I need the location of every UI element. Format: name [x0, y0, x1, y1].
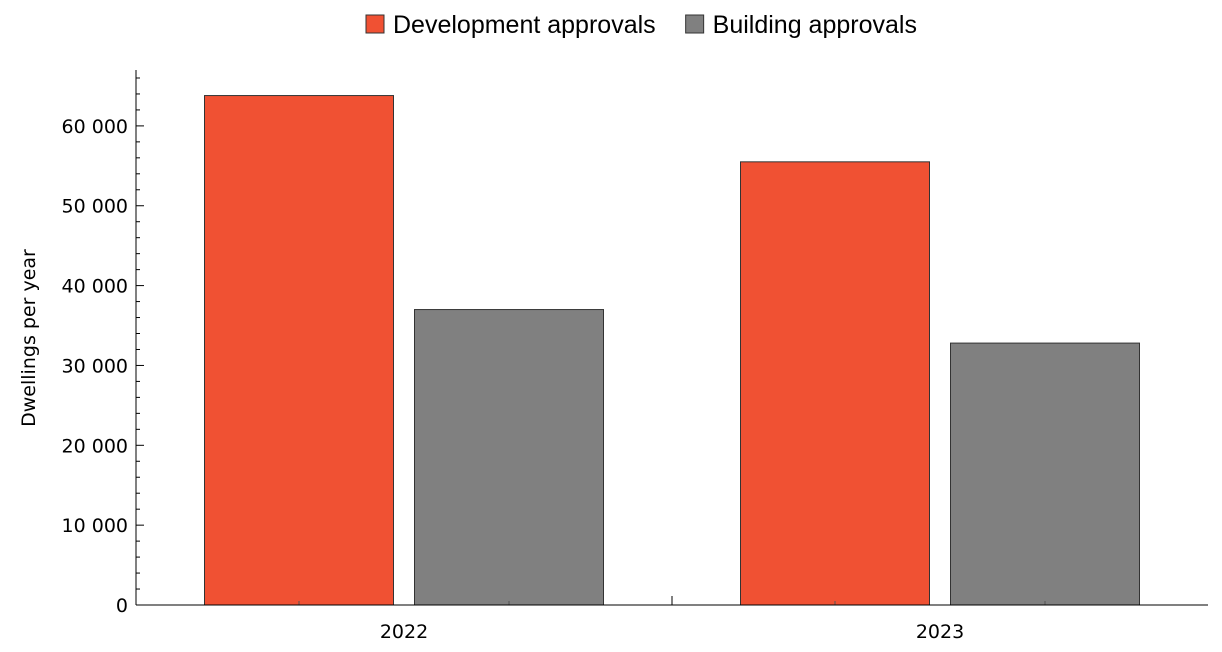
x-tick-label-2022: 2022 — [380, 621, 428, 643]
legend-swatch-building — [685, 14, 705, 34]
legend-label-development: Development approvals — [393, 11, 656, 39]
y-tick-label: 30 000 — [62, 355, 128, 377]
axes: Dwellings per year 2022 2023 0 10 000 20 000… — [18, 70, 1208, 643]
x-tick-label-2023: 2023 — [916, 621, 964, 643]
bar-2022-building — [414, 309, 604, 606]
bar-2022-development — [204, 95, 394, 606]
bars — [204, 95, 1140, 606]
y-tick-label: 20 000 — [62, 435, 128, 457]
bar-2023-development — [740, 161, 930, 606]
legend-swatch-development — [365, 14, 385, 34]
y-axis-title: Dwellings per year — [18, 249, 40, 427]
legend-label-building: Building approvals — [713, 11, 917, 39]
legend: Development approvals Building approvals — [365, 11, 917, 39]
y-tick-label: 40 000 — [62, 276, 128, 298]
y-tick-label: 10 000 — [62, 515, 128, 537]
y-tick-label: 60 000 — [62, 116, 128, 138]
y-tick-label: 50 000 — [62, 196, 128, 218]
bar-2023-building — [950, 342, 1140, 606]
y-tick-label: 0 — [116, 595, 128, 617]
